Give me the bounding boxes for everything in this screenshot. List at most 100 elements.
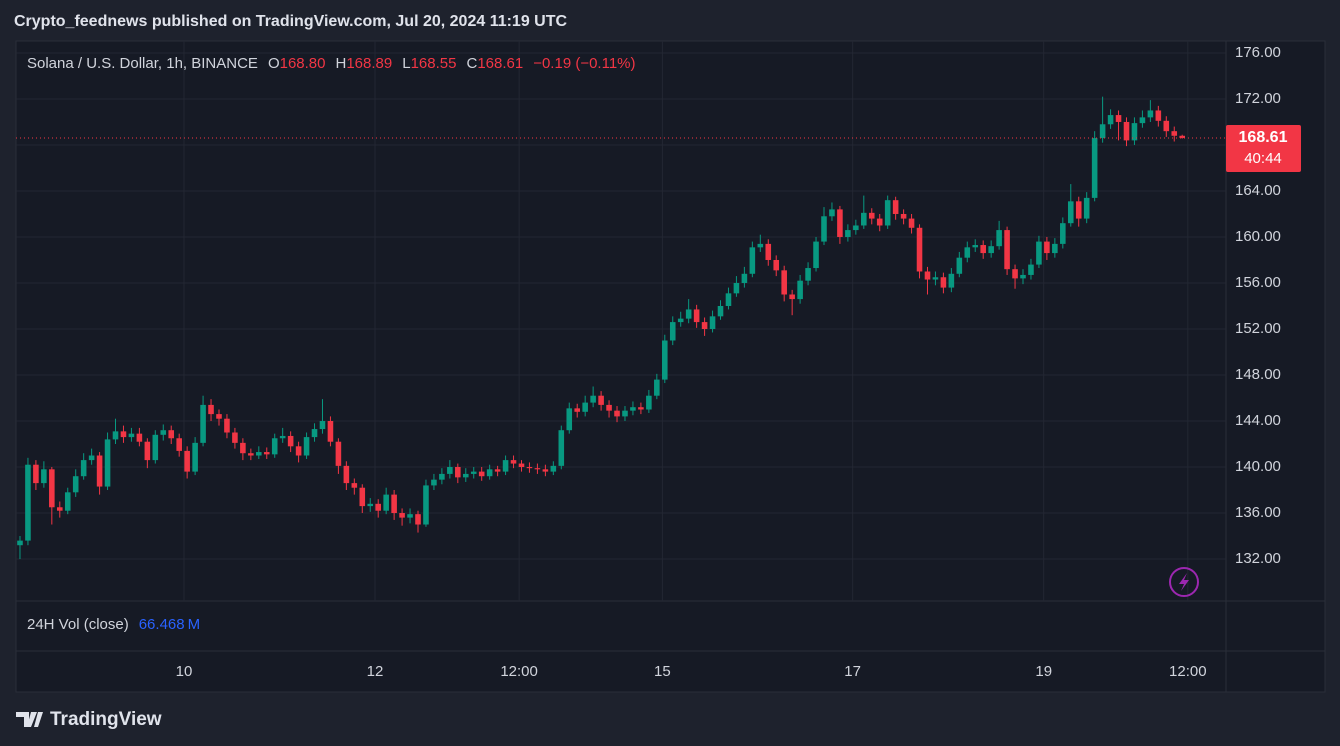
- candle-body: [638, 407, 644, 410]
- candle-body: [160, 430, 167, 435]
- volume-value: 66.468: [139, 616, 185, 633]
- chart-panel: [15, 40, 1326, 693]
- price-label: 168.61: [1239, 129, 1288, 146]
- candle-body: [685, 309, 692, 319]
- candle-body: [256, 452, 262, 456]
- candle-body: [900, 213, 907, 219]
- candle-body: [49, 469, 55, 508]
- candle-body: [1091, 138, 1098, 198]
- candle-body: [168, 430, 175, 439]
- candle-body: [805, 268, 811, 281]
- x-tick-label: 10: [176, 663, 193, 680]
- candle-body: [709, 316, 716, 329]
- candle-body: [120, 431, 127, 438]
- candle-body: [821, 216, 827, 242]
- candle-body: [741, 273, 748, 283]
- y-tick-label: 172.00: [1235, 90, 1281, 107]
- candle-body: [1123, 121, 1130, 141]
- candle-body: [1171, 131, 1178, 136]
- candle-body: [988, 246, 994, 254]
- candle-body: [1131, 123, 1138, 141]
- candle-body: [462, 473, 469, 478]
- candle-body: [1028, 264, 1034, 275]
- ohlc-key: O: [268, 55, 280, 72]
- candle-body: [136, 433, 143, 442]
- candle-body: [853, 225, 859, 231]
- candle-body: [423, 485, 429, 525]
- candle-body: [1052, 243, 1058, 254]
- candle-body: [765, 243, 772, 260]
- candle-body: [407, 514, 413, 518]
- candle-body: [248, 453, 254, 456]
- alert-icon[interactable]: [1169, 567, 1199, 597]
- footer-brand: TradingView: [50, 709, 162, 730]
- candle-body: [566, 408, 573, 431]
- candle-body: [598, 395, 604, 405]
- ohlc-value: 168.89: [346, 55, 392, 72]
- candle-body: [1036, 241, 1042, 265]
- candle-body: [542, 469, 549, 472]
- candle-body: [996, 230, 1002, 247]
- candle-body: [383, 494, 389, 511]
- candle-body: [502, 460, 509, 472]
- candle-body: [1004, 230, 1010, 270]
- x-tick-label: 15: [654, 663, 671, 680]
- candle-body: [343, 465, 350, 484]
- candle-body: [176, 438, 182, 451]
- candle-body: [33, 464, 39, 484]
- candle-body: [1163, 120, 1170, 132]
- candle-body: [1155, 110, 1162, 121]
- candle-body: [263, 452, 270, 455]
- candle-body: [630, 407, 636, 411]
- candle-body: [661, 340, 668, 380]
- logo-mark: [16, 712, 43, 727]
- candle-body: [614, 410, 620, 417]
- volume-legend: 24H Vol (close) 66.468 M: [27, 616, 200, 633]
- candle-body: [606, 404, 612, 411]
- candle-body: [861, 212, 867, 226]
- candle-body: [152, 434, 159, 461]
- candle-body: [439, 473, 445, 480]
- candle-body: [940, 277, 947, 288]
- candle-body: [88, 455, 95, 461]
- candle-body: [972, 245, 979, 248]
- candle-body: [184, 450, 190, 472]
- candle-body: [375, 503, 381, 511]
- candle-body: [319, 421, 326, 430]
- ohlc-key: L: [402, 55, 410, 72]
- candle-body: [677, 318, 684, 323]
- volume-unit: M: [188, 616, 201, 633]
- y-tick-label: 136.00: [1235, 504, 1281, 521]
- candle-body: [781, 270, 787, 295]
- candle-body: [478, 471, 485, 477]
- candle-body: [41, 469, 47, 484]
- published-line: Crypto_feednews published on TradingView…: [14, 13, 568, 30]
- candle-body: [200, 404, 206, 443]
- candle-body: [327, 421, 334, 442]
- candle-body: [1099, 124, 1106, 139]
- y-tick-label: 144.00: [1235, 412, 1281, 429]
- candle-body: [964, 247, 971, 258]
- ohlc-value: 168.61: [477, 55, 523, 72]
- x-tick-label: 19: [1035, 663, 1052, 680]
- candle-body: [279, 435, 286, 439]
- candle-body: [80, 460, 87, 477]
- candle-body: [351, 483, 358, 488]
- y-tick-label: 176.00: [1235, 44, 1281, 61]
- candle-body: [1060, 223, 1066, 244]
- symbol: Solana / U.S. Dollar, 1h, BINANCE: [27, 55, 258, 72]
- x-tick-label: 12: [367, 663, 384, 680]
- candle-body: [56, 507, 63, 511]
- candle-body: [797, 280, 803, 300]
- candle-body: [1115, 115, 1122, 122]
- candle-body: [948, 273, 955, 288]
- candle-body: [240, 442, 246, 454]
- candle-body: [829, 209, 835, 217]
- candle-body: [295, 446, 302, 456]
- candle-body: [311, 429, 318, 438]
- candle-body: [980, 245, 986, 254]
- countdown: 40:44: [1244, 150, 1282, 167]
- candle-body: [1139, 117, 1146, 124]
- y-tick-label: 164.00: [1235, 182, 1281, 199]
- candle-body: [590, 395, 596, 403]
